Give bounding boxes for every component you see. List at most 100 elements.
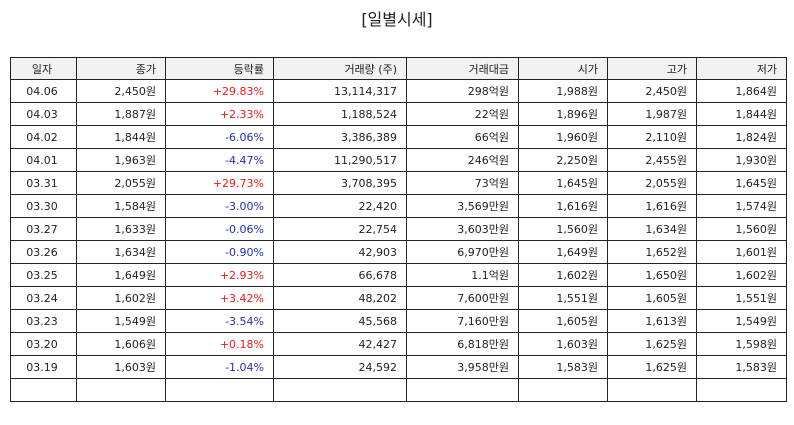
cell-volume: 48,202: [273, 286, 407, 310]
cell-empty: [607, 378, 697, 402]
cell-close: 1,549원: [76, 309, 166, 333]
cell-close: 1,633원: [76, 217, 166, 241]
column-header-change: 등락률: [165, 57, 274, 80]
cell-date: 04.06: [10, 79, 77, 103]
table-row: 03.27 1,633원 -0.06% 22,754 3,603만원 1,560원 1,63…: [10, 217, 787, 241]
cell-low: 1,824원: [696, 125, 787, 149]
column-header-high: 고가: [607, 57, 697, 80]
cell-high: 1,605원: [607, 286, 697, 310]
cell-close: 1,606원: [76, 332, 166, 356]
cell-date: 03.25: [10, 263, 77, 287]
column-header-amount: 거래대금: [406, 57, 519, 80]
table-row: 03.25 1,649원 +2.93% 66,678 1.1억원 1,602원 1,650원…: [10, 263, 787, 287]
cell-high: 1,652원: [607, 240, 697, 264]
cell-high: 2,110원: [607, 125, 697, 149]
cell-empty: [696, 378, 787, 402]
page-title: [일별시세]: [361, 10, 433, 29]
cell-amount: 6,970만원: [406, 240, 519, 264]
cell-date: 04.02: [10, 125, 77, 149]
cell-volume: 22,420: [273, 194, 407, 218]
cell-low: 1,560원: [696, 217, 787, 241]
cell-high: 1,650원: [607, 263, 697, 287]
cell-amount: 3,958만원: [406, 355, 519, 379]
cell-amount: 22억원: [406, 102, 519, 126]
cell-open: 1,616원: [518, 194, 608, 218]
cell-change: +0.18%: [165, 332, 274, 356]
cell-high: 2,455원: [607, 148, 697, 172]
table-row: 03.24 1,602원 +3.42% 48,202 7,600만원 1,551원 1,60…: [10, 286, 787, 310]
cell-amount: 298억원: [406, 79, 519, 103]
cell-low: 1,645원: [696, 171, 787, 195]
cell-close: 2,450원: [76, 79, 166, 103]
cell-change: +29.83%: [165, 79, 274, 103]
cell-volume: 11,290,517: [273, 148, 407, 172]
cell-low: 1,601원: [696, 240, 787, 264]
cell-open: 1,960원: [518, 125, 608, 149]
cell-change: -0.90%: [165, 240, 274, 264]
cell-date: 03.31: [10, 171, 77, 195]
cell-low: 1,549원: [696, 309, 787, 333]
cell-high: 1,625원: [607, 355, 697, 379]
cell-volume: 45,568: [273, 309, 407, 333]
cell-close: 1,584원: [76, 194, 166, 218]
table-row: 04.02 1,844원 -6.06% 3,386,389 66억원 1,960원 2,11…: [10, 125, 787, 149]
table-row: 03.30 1,584원 -3.00% 22,420 3,569만원 1,616원 1,61…: [10, 194, 787, 218]
table-row: 04.06 2,450원 +29.83% 13,114,317 298억원 1,988원 2…: [10, 79, 787, 103]
table-row: 04.03 1,887원 +2.33% 1,188,524 22억원 1,896원 1,98…: [10, 102, 787, 126]
cell-open: 1,560원: [518, 217, 608, 241]
cell-change: +3.42%: [165, 286, 274, 310]
cell-volume: 42,903: [273, 240, 407, 264]
cell-close: 1,602원: [76, 286, 166, 310]
cell-open: 1,551원: [518, 286, 608, 310]
cell-open: 2,250원: [518, 148, 608, 172]
cell-date: 03.27: [10, 217, 77, 241]
cell-close: 2,055원: [76, 171, 166, 195]
cell-close: 1,887원: [76, 102, 166, 126]
cell-high: 1,634원: [607, 217, 697, 241]
cell-volume: 1,188,524: [273, 102, 407, 126]
cell-low: 1,574원: [696, 194, 787, 218]
cell-date: 03.24: [10, 286, 77, 310]
cell-low: 1,864원: [696, 79, 787, 103]
column-header-open: 시가: [518, 57, 608, 80]
cell-volume: 66,678: [273, 263, 407, 287]
table-row: 03.19 1,603원 -1.04% 24,592 3,958만원 1,583원 1,62…: [10, 355, 787, 379]
cell-change: -6.06%: [165, 125, 274, 149]
cell-date: 03.20: [10, 332, 77, 356]
cell-change: +2.33%: [165, 102, 274, 126]
table-header-row: 일자 종가 등락률 거래량 (주) 거래대금 시가 고가 저가: [10, 57, 787, 80]
table-row: 03.20 1,606원 +0.18% 42,427 6,818만원 1,603원 1,62…: [10, 332, 787, 356]
cell-close: 1,634원: [76, 240, 166, 264]
cell-amount: 6,818만원: [406, 332, 519, 356]
cell-volume: 42,427: [273, 332, 407, 356]
cell-amount: 1.1억원: [406, 263, 519, 287]
daily-price-table: 일자 종가 등락률 거래량 (주) 거래대금 시가 고가 저가 04.06 2,4…: [10, 57, 787, 402]
cell-empty: [273, 378, 407, 402]
cell-low: 1,598원: [696, 332, 787, 356]
cell-amount: 73억원: [406, 171, 519, 195]
cell-change: -3.00%: [165, 194, 274, 218]
table-row: 03.31 2,055원 +29.73% 3,708,395 73억원 1,645원 2,0…: [10, 171, 787, 195]
column-header-volume: 거래량 (주): [273, 57, 407, 80]
cell-high: 1,613원: [607, 309, 697, 333]
cell-date: 03.30: [10, 194, 77, 218]
cell-low: 1,602원: [696, 263, 787, 287]
cell-low: 1,551원: [696, 286, 787, 310]
cell-amount: 7,160만원: [406, 309, 519, 333]
cell-close: 1,844원: [76, 125, 166, 149]
cell-open: 1,605원: [518, 309, 608, 333]
cell-change: -4.47%: [165, 148, 274, 172]
table-row: 03.23 1,549원 -3.54% 45,568 7,160만원 1,605원 1,61…: [10, 309, 787, 333]
cell-change: -3.54%: [165, 309, 274, 333]
cell-date: 04.01: [10, 148, 77, 172]
cell-high: 2,450원: [607, 79, 697, 103]
cell-open: 1,896원: [518, 102, 608, 126]
column-header-low: 저가: [696, 57, 787, 80]
cell-date: 03.19: [10, 355, 77, 379]
cell-volume: 3,708,395: [273, 171, 407, 195]
table-row: 04.01 1,963원 -4.47% 11,290,517 246억원 2,250원 2,…: [10, 148, 787, 172]
cell-close: 1,603원: [76, 355, 166, 379]
cell-low: 1,583원: [696, 355, 787, 379]
cell-high: 1,987원: [607, 102, 697, 126]
table-row-empty: [10, 378, 787, 402]
